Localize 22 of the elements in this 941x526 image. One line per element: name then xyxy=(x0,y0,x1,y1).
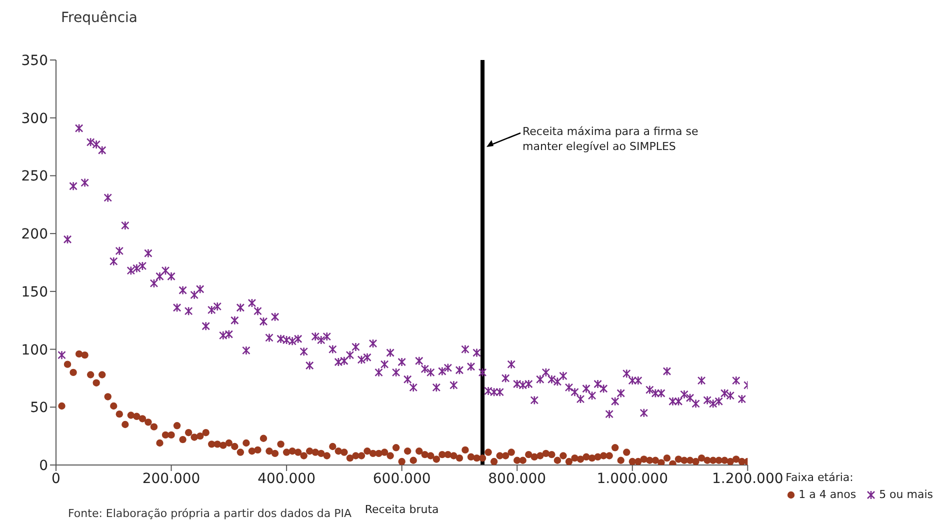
y-tick-label: 100 xyxy=(21,342,48,358)
legend-label: 5 ou mais xyxy=(878,488,933,501)
y-axis-title: Frequência xyxy=(61,10,138,26)
x-tick-label: 600.000 xyxy=(372,470,431,487)
x-tick-label: 400.000 xyxy=(258,470,316,487)
x-tick-label: 0 xyxy=(52,470,60,487)
y-tick-label: 150 xyxy=(21,284,48,300)
y-tick-label: 350 xyxy=(21,52,48,69)
legend-title: Faixa etária: xyxy=(786,471,854,484)
source-note: Fonte: Elaboração própria a partir dos dados da PIA xyxy=(68,507,352,520)
y-tick-label: 300 xyxy=(21,110,48,127)
y-tick-label: 50 xyxy=(30,400,48,416)
y-tick-label: 200 xyxy=(21,226,48,243)
x-tick-label: 1.000.000 xyxy=(596,470,668,487)
legend-label: 1 a 4 anos xyxy=(798,488,856,501)
ref-line-label: Receita máxima para a firma se manter elegível ao SIMPLES xyxy=(522,125,698,153)
x-axis-title: Receita bruta xyxy=(364,503,439,516)
x-tick-label: 800.000 xyxy=(488,470,546,487)
y-tick-label: 0 xyxy=(39,458,48,474)
y-tick-label: 250 xyxy=(21,168,48,185)
x-tick-label: 1.200.000 xyxy=(712,470,784,487)
x-tick-label: 200.000 xyxy=(142,470,200,487)
